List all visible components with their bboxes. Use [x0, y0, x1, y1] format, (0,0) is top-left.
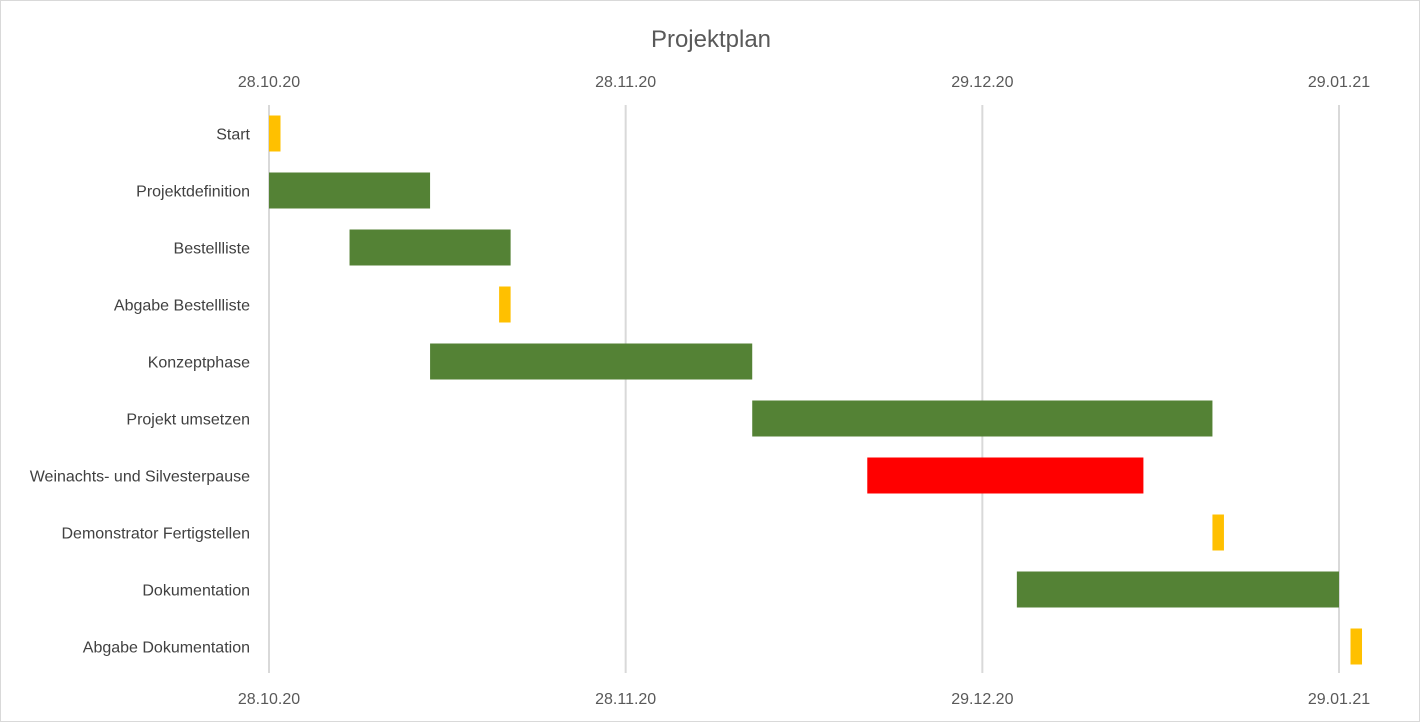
category-label: Abgabe Dokumentation	[83, 640, 250, 657]
task-bar	[269, 115, 281, 152]
top-tick-label: 29.12.20	[951, 74, 1013, 91]
task-bar	[1016, 571, 1339, 608]
category-label: Bestellliste	[174, 241, 251, 258]
category-label: Demonstrator Fertigstellen	[61, 526, 250, 543]
task-bar	[499, 286, 511, 323]
task-bar	[1212, 514, 1224, 551]
category-label: Start	[216, 127, 250, 144]
top-tick-labels: 28.10.20 28.11.20 29.12.20 29.01.21	[238, 74, 1370, 91]
category-label: Abgabe Bestellliste	[114, 298, 250, 315]
task-bar	[867, 457, 1144, 494]
category-label: Projektdefinition	[136, 184, 250, 201]
chart-title: Projektplan	[651, 26, 771, 53]
category-label: Konzeptphase	[148, 355, 250, 372]
category-label: Dokumentation	[142, 583, 250, 600]
bottom-tick-labels: 28.10.20 28.11.20 29.12.20 29.01.21	[238, 691, 1370, 708]
category-label: Weinachts- und Silvesterpause	[30, 469, 250, 486]
bottom-tick-label: 28.10.20	[238, 691, 300, 708]
top-tick-label: 28.10.20	[238, 74, 300, 91]
task-bar	[1350, 628, 1363, 665]
task-bar	[349, 229, 511, 266]
task-bars	[269, 115, 1363, 665]
task-bar	[269, 172, 431, 209]
task-bar	[430, 343, 753, 380]
task-bar	[752, 400, 1213, 437]
category-label: Projekt umsetzen	[126, 412, 250, 429]
top-tick-label: 28.11.20	[595, 74, 656, 91]
top-tick-label: 29.01.21	[1308, 74, 1370, 91]
bottom-tick-label: 29.01.21	[1308, 691, 1370, 708]
bottom-tick-label: 28.11.20	[595, 691, 656, 708]
bottom-tick-label: 29.12.20	[951, 691, 1013, 708]
category-labels: Start Projektdefinition Bestellliste Abgab…	[30, 127, 251, 657]
